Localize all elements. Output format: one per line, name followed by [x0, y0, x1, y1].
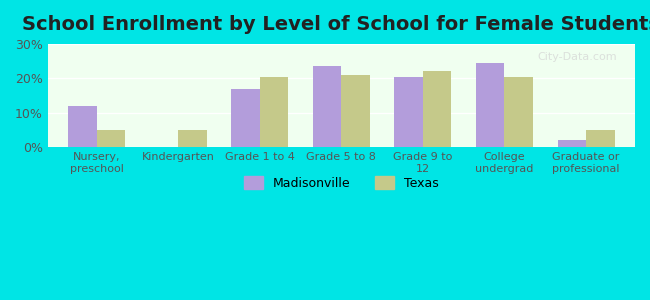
Bar: [476, 63, 504, 147]
Bar: [586, 130, 615, 147]
Legend: Madisonville, Texas: Madisonville, Texas: [239, 171, 444, 195]
Bar: [395, 76, 423, 147]
Bar: [313, 66, 341, 147]
Title: School Enrollment by Level of School for Female Students: School Enrollment by Level of School for…: [23, 15, 650, 34]
Bar: [504, 76, 533, 147]
Bar: [68, 106, 97, 147]
Bar: [558, 140, 586, 147]
Bar: [97, 130, 125, 147]
Bar: [231, 88, 260, 147]
Bar: [423, 71, 452, 147]
Bar: [260, 76, 289, 147]
Bar: [341, 75, 370, 147]
Bar: [178, 130, 207, 147]
Text: City-Data.com: City-Data.com: [538, 52, 618, 62]
